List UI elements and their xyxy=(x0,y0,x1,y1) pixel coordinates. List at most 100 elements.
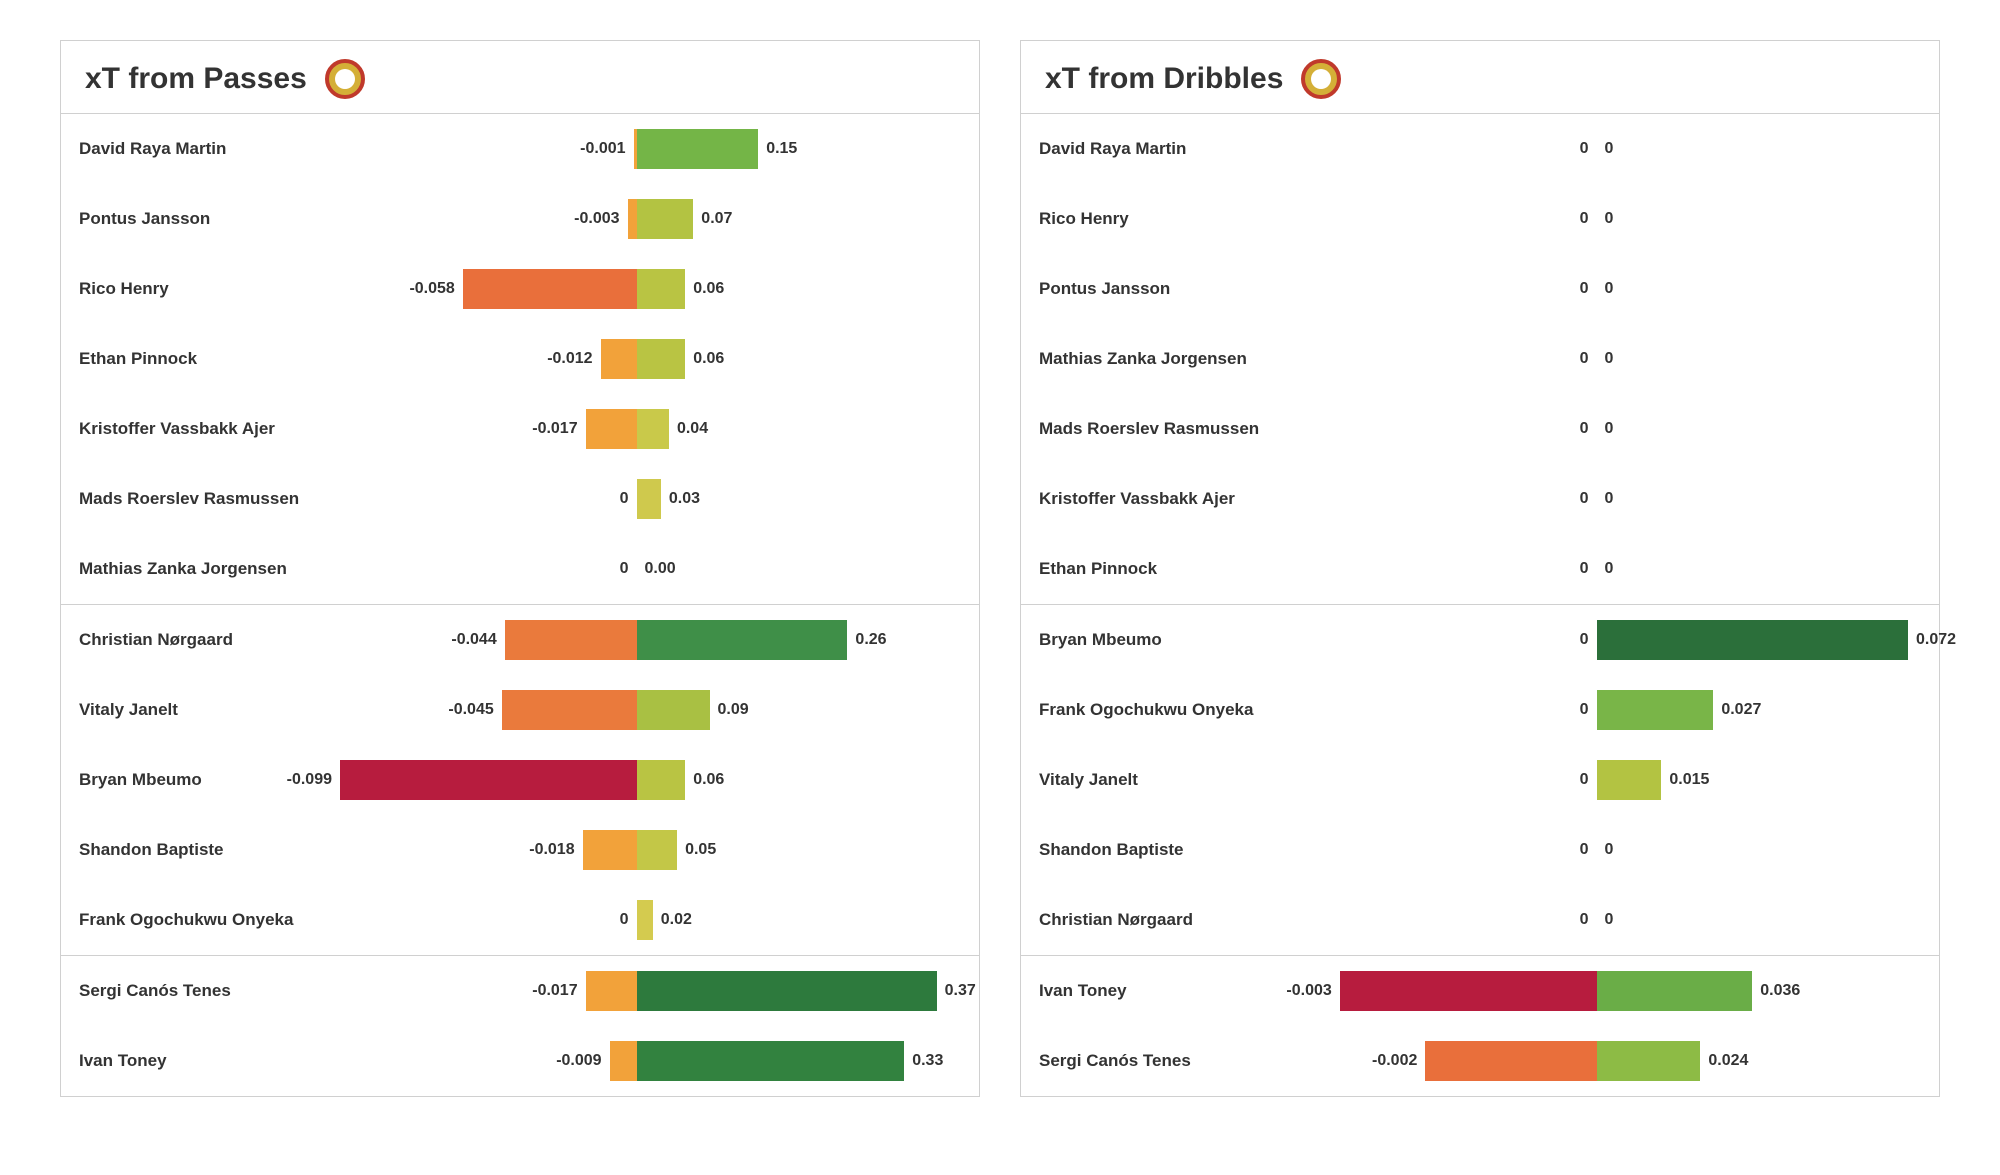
value-positive: 0.072 xyxy=(1916,631,1956,649)
bar-negative xyxy=(628,199,637,239)
value-negative: 0 xyxy=(1580,701,1589,719)
bar-positive xyxy=(637,199,694,239)
player-row: Bryan Mbeumo-0.0990.06 xyxy=(61,745,979,815)
player-name: Sergi Canós Tenes xyxy=(79,980,337,1001)
player-name: Ethan Pinnock xyxy=(79,348,337,369)
player-name: Mads Roerslev Rasmussen xyxy=(1039,418,1297,439)
player-group: David Raya Martin00Rico Henry00Pontus Ja… xyxy=(1021,114,1939,605)
value-negative: -0.044 xyxy=(451,631,496,649)
bar-cell: 00.072 xyxy=(1297,620,1921,660)
value-negative: -0.099 xyxy=(287,771,332,789)
player-row: Sergi Canós Tenes-0.0170.37 xyxy=(61,956,979,1026)
player-name: Mathias Zanka Jorgensen xyxy=(79,558,337,579)
value-positive: 0.37 xyxy=(945,982,976,1000)
player-row: Kristoffer Vassbakk Ajer-0.0170.04 xyxy=(61,394,979,464)
player-row: Mads Roerslev Rasmussen 00 xyxy=(1021,394,1939,464)
player-row: Shandon Baptiste-0.0180.05 xyxy=(61,815,979,885)
bar-cell: -0.044 0.26 xyxy=(337,620,961,660)
bar-negative xyxy=(601,339,637,379)
value-positive: 0 xyxy=(1605,420,1614,438)
value-negative: 0 xyxy=(620,490,629,508)
bar-positive xyxy=(637,479,661,519)
panel-header: xT from Passes xyxy=(61,41,979,114)
player-name: Christian Nørgaard xyxy=(1039,909,1297,930)
bar-cell: -0.0030.07 xyxy=(337,199,961,239)
value-negative: -0.017 xyxy=(532,982,577,1000)
chart-panel-dribbles: xT from DribblesDavid Raya Martin00Rico … xyxy=(1020,40,1940,1097)
value-negative: -0.002 xyxy=(1372,1052,1417,1070)
player-row: Ethan Pinnock00 xyxy=(1021,534,1939,604)
player-row: David Raya Martin-0.0010.15 xyxy=(61,114,979,184)
bar-cell: -0.0170.37 xyxy=(337,971,961,1011)
value-negative: 0 xyxy=(1580,210,1589,228)
bar-cell: -0.0450.09 xyxy=(337,690,961,730)
panel-title: xT from Passes xyxy=(85,62,307,96)
bar-negative xyxy=(1425,1041,1596,1081)
bar-positive xyxy=(1597,971,1753,1011)
bar-cell: -0.0030.036 xyxy=(1297,971,1921,1011)
bar-positive xyxy=(637,760,686,800)
player-row: Frank Ogochukwu Onyeka00.027 xyxy=(1021,675,1939,745)
player-group: Sergi Canós Tenes-0.0170.37Ivan Toney-0.… xyxy=(61,956,979,1096)
value-negative: 0 xyxy=(1580,560,1589,578)
player-name: Vitaly Janelt xyxy=(79,699,337,720)
bar-negative xyxy=(502,690,637,730)
player-name: Shandon Baptiste xyxy=(79,839,337,860)
bar-cell: 00.015 xyxy=(1297,760,1921,800)
bar-cell: 00 xyxy=(1297,830,1921,870)
value-negative: -0.009 xyxy=(556,1052,601,1070)
value-positive: 0 xyxy=(1605,911,1614,929)
player-name: Pontus Jansson xyxy=(79,208,337,229)
value-negative: 0 xyxy=(1580,140,1589,158)
bar-negative xyxy=(583,830,637,870)
player-row: Ethan Pinnock-0.0120.06 xyxy=(61,324,979,394)
player-name: Ivan Toney xyxy=(79,1050,337,1071)
player-row: Rico Henry00 xyxy=(1021,184,1939,254)
player-row: Bryan Mbeumo00.072 xyxy=(1021,605,1939,675)
value-negative: 0 xyxy=(1580,280,1589,298)
player-row: Pontus Jansson-0.0030.07 xyxy=(61,184,979,254)
bar-cell: 00 xyxy=(1297,339,1921,379)
panel-header: xT from Dribbles xyxy=(1021,41,1939,114)
bar-cell: -0.0120.06 xyxy=(337,339,961,379)
bar-positive xyxy=(637,129,759,169)
player-name: Mathias Zanka Jorgensen xyxy=(1039,348,1297,369)
value-negative: 0 xyxy=(1580,841,1589,859)
bar-positive xyxy=(637,690,710,730)
player-name: Frank Ogochukwu Onyeka xyxy=(1039,699,1297,720)
value-positive: 0.26 xyxy=(855,631,886,649)
bar-cell: 00 xyxy=(1297,199,1921,239)
value-negative: 0 xyxy=(1580,490,1589,508)
player-row: Ivan Toney-0.0090.33 xyxy=(61,1026,979,1096)
player-name: Ethan Pinnock xyxy=(1039,558,1297,579)
value-positive: 0 xyxy=(1605,280,1614,298)
value-negative: 0 xyxy=(1580,350,1589,368)
value-positive: 0.02 xyxy=(661,911,692,929)
value-negative: -0.003 xyxy=(1286,982,1331,1000)
value-positive: 0.06 xyxy=(693,280,724,298)
player-name: David Raya Martin xyxy=(1039,138,1297,159)
player-name: Sergi Canós Tenes xyxy=(1039,1050,1297,1071)
bar-cell: -0.0580.06 xyxy=(337,269,961,309)
bar-cell: 00.02 xyxy=(337,900,961,940)
value-negative: 0 xyxy=(1580,420,1589,438)
player-name: Vitaly Janelt xyxy=(1039,769,1297,790)
player-group: David Raya Martin-0.0010.15Pontus Jansso… xyxy=(61,114,979,605)
bar-cell: -0.0170.04 xyxy=(337,409,961,449)
bar-cell: -0.0990.06 xyxy=(337,760,961,800)
bar-positive xyxy=(637,269,686,309)
value-positive: 0 xyxy=(1605,490,1614,508)
bar-cell: -0.0010.15 xyxy=(337,129,961,169)
bar-negative xyxy=(463,269,637,309)
player-row: Frank Ogochukwu Onyeka00.02 xyxy=(61,885,979,955)
bar-positive xyxy=(637,1041,905,1081)
player-row: Pontus Jansson 00 xyxy=(1021,254,1939,324)
value-positive: 0 xyxy=(1605,140,1614,158)
bar-cell: 00 xyxy=(1297,900,1921,940)
player-row: Vitaly Janelt-0.0450.09 xyxy=(61,675,979,745)
value-negative: 0 xyxy=(1580,911,1589,929)
player-name: Frank Ogochukwu Onyeka xyxy=(79,909,337,930)
value-negative: -0.045 xyxy=(448,701,493,719)
value-positive: 0.15 xyxy=(766,140,797,158)
player-name: Pontus Jansson xyxy=(1039,278,1297,299)
